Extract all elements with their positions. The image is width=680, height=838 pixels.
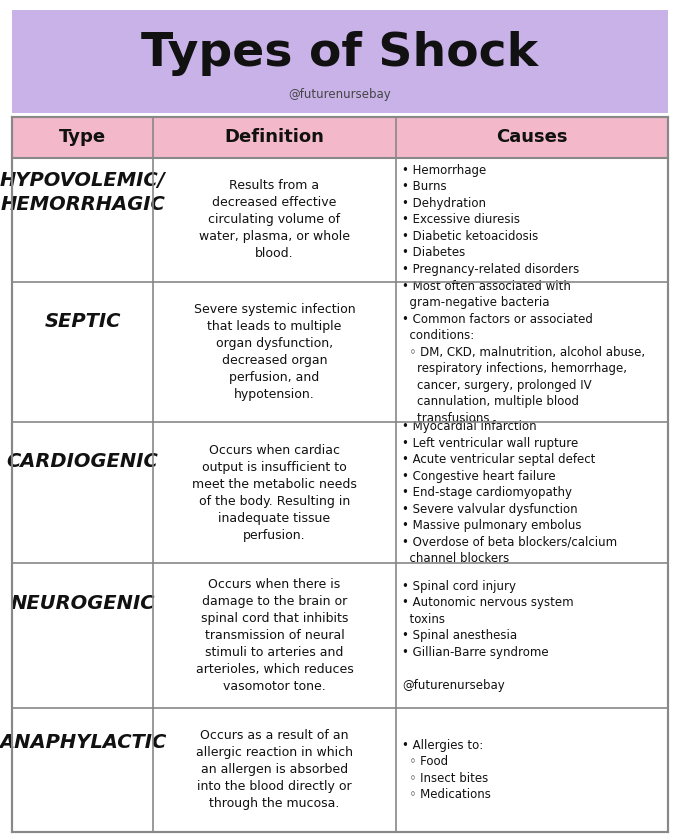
FancyBboxPatch shape — [12, 158, 668, 282]
FancyBboxPatch shape — [12, 10, 668, 113]
FancyBboxPatch shape — [12, 563, 668, 708]
Bar — [12, 116, 668, 832]
Text: Occurs when there is
damage to the brain or
spinal cord that inhibits
transmissi: Occurs when there is damage to the brain… — [196, 578, 354, 693]
Text: NEUROGENIC: NEUROGENIC — [10, 594, 155, 613]
Text: Results from a
decreased effective
circulating volume of
water, plasma, or whole: Results from a decreased effective circu… — [199, 179, 350, 260]
FancyBboxPatch shape — [12, 422, 668, 563]
Text: Causes: Causes — [496, 128, 568, 146]
Text: • Spinal cord injury
• Autonomic nervous system
  toxins
• Spinal anesthesia
• G: • Spinal cord injury • Autonomic nervous… — [402, 580, 573, 691]
Text: Type: Type — [59, 128, 106, 146]
Text: ANAPHYLACTIC: ANAPHYLACTIC — [0, 733, 166, 753]
Text: Occurs as a result of an
allergic reaction in which
an allergen is absorbed
into: Occurs as a result of an allergic reacti… — [196, 729, 353, 810]
Text: CARDIOGENIC: CARDIOGENIC — [7, 453, 158, 471]
FancyBboxPatch shape — [12, 282, 668, 422]
Text: Severe systemic infection
that leads to multiple
organ dysfunction,
decreased or: Severe systemic infection that leads to … — [194, 303, 355, 401]
Text: @futurenursebay: @futurenursebay — [288, 88, 392, 101]
Text: SEPTIC: SEPTIC — [44, 312, 121, 330]
Text: • Most often associated with
  gram-negative bacteria
• Common factors or associ: • Most often associated with gram-negati… — [402, 280, 645, 425]
Text: Occurs when cardiac
output is insufficient to
meet the metabolic needs
of the bo: Occurs when cardiac output is insufficie… — [192, 444, 357, 542]
Text: HYPOVOLEMIC/
HEMORRHAGIC: HYPOVOLEMIC/ HEMORRHAGIC — [0, 171, 165, 214]
FancyBboxPatch shape — [12, 116, 668, 158]
Text: • Allergies to:
  ◦ Food
  ◦ Insect bites
  ◦ Medications: • Allergies to: ◦ Food ◦ Insect bites ◦ … — [402, 739, 491, 801]
Text: • Hemorrhage
• Burns
• Dehydration
• Excessive diuresis
• Diabetic ketoacidosis
: • Hemorrhage • Burns • Dehydration • Exc… — [402, 163, 579, 276]
FancyBboxPatch shape — [12, 708, 668, 832]
Text: Types of Shock: Types of Shock — [141, 31, 539, 75]
Text: • Myocardial infarction
• Left ventricular wall rupture
• Acute ventricular sept: • Myocardial infarction • Left ventricul… — [402, 421, 617, 566]
Text: Definition: Definition — [224, 128, 324, 146]
